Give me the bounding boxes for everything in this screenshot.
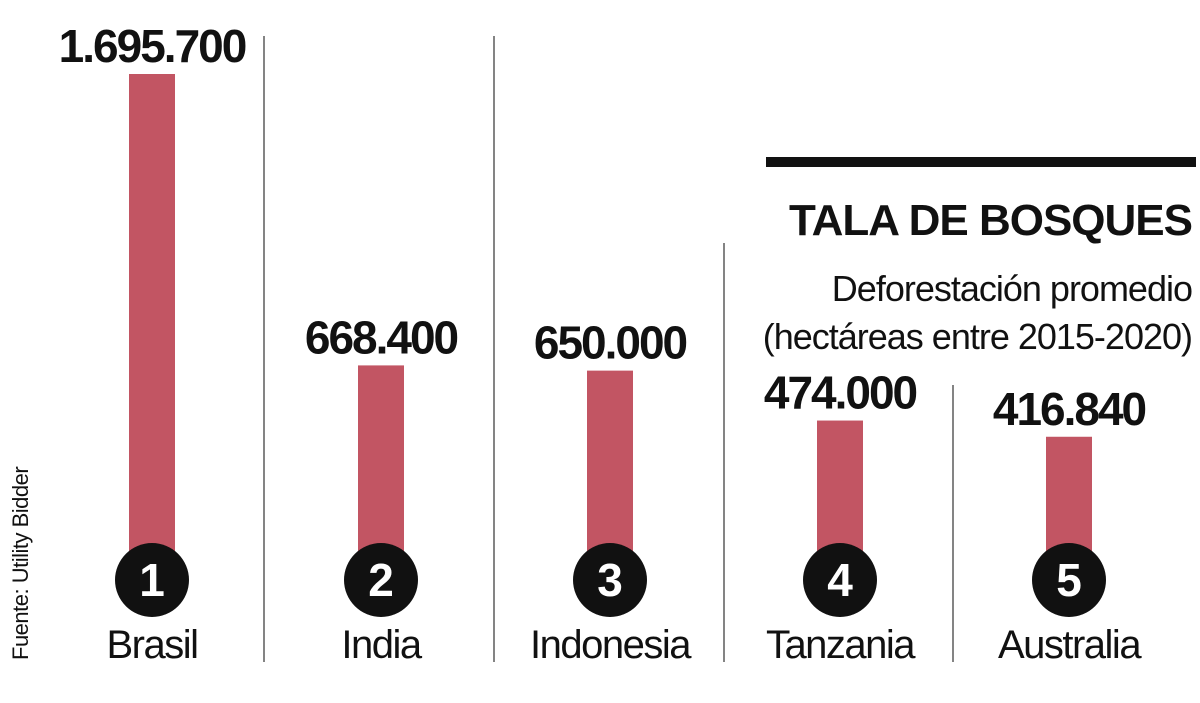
rank-number: 3: [597, 554, 623, 606]
value-label: 668.400: [305, 311, 458, 363]
category-label: India: [341, 623, 422, 667]
subtitle-line-1: Deforestación promedio: [831, 268, 1193, 309]
chart-subtitle: Deforestación promedio (hectáreas entre …: [732, 265, 1193, 361]
bar-india: [358, 365, 404, 555]
rank-badge: [344, 543, 418, 617]
title-rule: [766, 157, 1196, 167]
rank-badge: [573, 543, 647, 617]
bar-indonesia: [587, 370, 633, 555]
bar-australia: [1046, 436, 1092, 555]
category-label: Brasil: [106, 623, 197, 667]
bar-brasil: [129, 74, 175, 555]
rank-badge: [115, 543, 189, 617]
value-label: 650.000: [534, 317, 687, 369]
rank-badge: [803, 543, 877, 617]
value-label: 416.840: [993, 383, 1146, 435]
value-label: 1.695.700: [59, 20, 246, 72]
value-label: 474.000: [764, 367, 917, 419]
category-label: Indonesia: [530, 623, 692, 667]
rank-number: 1: [139, 554, 165, 606]
category-label: Tanzania: [766, 623, 916, 667]
rank-number: 4: [827, 554, 853, 606]
source-label: Fuente: Utility Bidder: [8, 466, 33, 660]
bar-tanzania: [817, 420, 863, 555]
subtitle-line-2: (hectáreas entre 2015-2020): [762, 316, 1193, 357]
chart-title: TALA DE BOSQUES: [788, 196, 1193, 245]
rank-badge: [1032, 543, 1106, 617]
rank-number: 2: [368, 554, 394, 606]
category-label: Australia: [998, 623, 1142, 667]
rank-number: 5: [1056, 554, 1082, 606]
